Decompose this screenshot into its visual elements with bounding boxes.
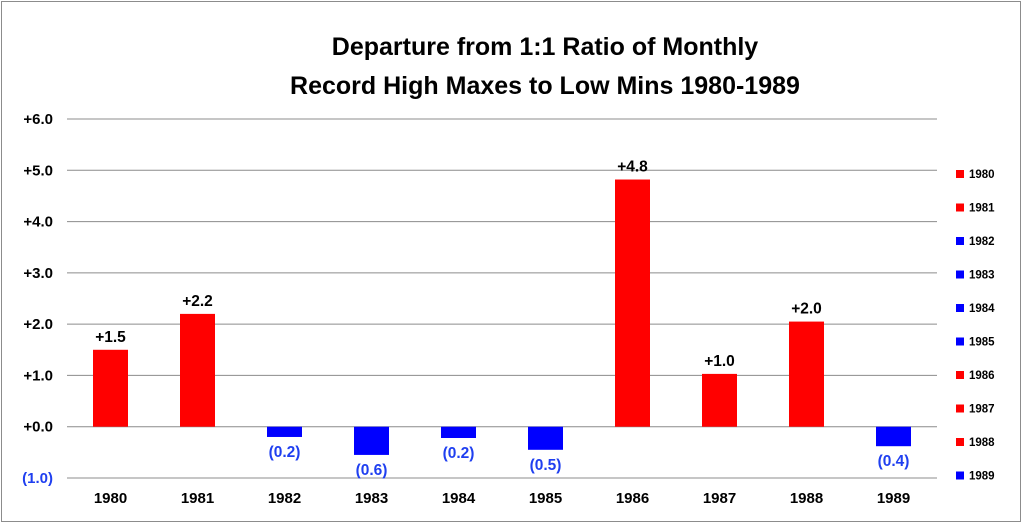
x-category-label: 1983 — [355, 490, 388, 507]
bar-1984 — [441, 426, 476, 438]
y-tick-label: +2.0 — [23, 316, 53, 333]
x-category-label: 1988 — [790, 490, 823, 507]
legend-label-1989: 1989 — [969, 471, 995, 483]
bar-1986 — [615, 179, 650, 427]
legend-label-1984: 1984 — [969, 303, 995, 315]
data-label-1984: (0.2) — [443, 445, 475, 462]
data-label-1980: +1.5 — [95, 329, 126, 346]
x-category-label: 1986 — [616, 490, 649, 507]
x-category-label: 1987 — [703, 490, 736, 507]
data-label-1982: (0.2) — [269, 444, 301, 461]
data-label-1985: (0.5) — [530, 457, 562, 474]
chart-title-line-1: Departure from 1:1 Ratio of Monthly — [332, 33, 759, 61]
data-label-1988: +2.0 — [791, 301, 822, 318]
bar-1985 — [528, 426, 563, 450]
data-label-1983: (0.6) — [356, 462, 388, 479]
data-label-1987: +1.0 — [704, 353, 735, 370]
y-tick-label: +5.0 — [23, 162, 53, 179]
legend-swatch-1989 — [956, 471, 964, 480]
data-labels: +1.5 +2.2 (0.2) (0.6) (0.2) (0.5) +4.8 +1.0 +2.0… — [95, 159, 909, 479]
legend: 1980 1981 1982 1983 1984 1985 1986 1987 1988 1989 — [956, 169, 995, 483]
legend-swatch-1980 — [956, 170, 964, 178]
bar-1987 — [702, 373, 737, 427]
legend-label-1981: 1981 — [969, 203, 995, 215]
legend-label-1986: 1986 — [969, 370, 995, 382]
x-axis-categories: 1980 1981 1982 1983 1984 1985 1986 1987 1988 1989 — [94, 490, 910, 507]
legend-label-1987: 1987 — [969, 404, 995, 416]
bar-1988 — [789, 321, 824, 427]
x-category-label: 1980 — [94, 490, 127, 507]
x-category-label: 1984 — [442, 490, 476, 507]
legend-swatch-1988 — [956, 438, 964, 446]
x-category-label: 1989 — [877, 490, 910, 507]
x-category-label: 1982 — [268, 490, 301, 507]
legend-swatch-1987 — [956, 404, 964, 413]
legend-label-1983: 1983 — [969, 270, 995, 282]
y-tick-label: +4.0 — [23, 214, 53, 231]
bar-1982 — [267, 426, 302, 437]
legend-swatch-1983 — [956, 270, 964, 279]
x-category-label: 1985 — [529, 490, 562, 507]
legend-swatch-1986 — [956, 371, 964, 379]
y-tick-label: +1.0 — [23, 367, 53, 384]
legend-label-1985: 1985 — [969, 337, 995, 349]
legend-label-1980: 1980 — [969, 169, 995, 181]
bars — [93, 179, 911, 455]
x-category-label: 1981 — [181, 490, 214, 507]
legend-swatch-1981 — [956, 203, 964, 212]
y-tick-label: +0.0 — [23, 419, 53, 436]
legend-swatch-1982 — [956, 237, 964, 245]
bar-1983 — [354, 426, 389, 455]
bar-1980 — [93, 349, 128, 427]
y-tick-label: +3.0 — [23, 265, 53, 282]
bar-1981 — [180, 313, 215, 427]
data-label-1986: +4.8 — [617, 159, 648, 176]
data-label-1981: +2.2 — [182, 293, 213, 310]
data-label-1989: (0.4) — [878, 453, 910, 470]
legend-label-1982: 1982 — [969, 236, 995, 248]
bar-1989 — [876, 426, 911, 447]
legend-label-1988: 1988 — [969, 437, 995, 449]
y-axis-ticks: +6.0 +5.0 +4.0 +3.0 +2.0 +1.0 +0.0 (1.0) — [22, 111, 53, 487]
legend-swatch-1985 — [956, 337, 964, 346]
legend-swatch-1984 — [956, 304, 964, 312]
y-tick-label: +6.0 — [23, 111, 53, 128]
chart-title-line-2: Record High Maxes to Low Mins 1980-1989 — [290, 72, 800, 100]
y-tick-label: (1.0) — [22, 470, 53, 487]
